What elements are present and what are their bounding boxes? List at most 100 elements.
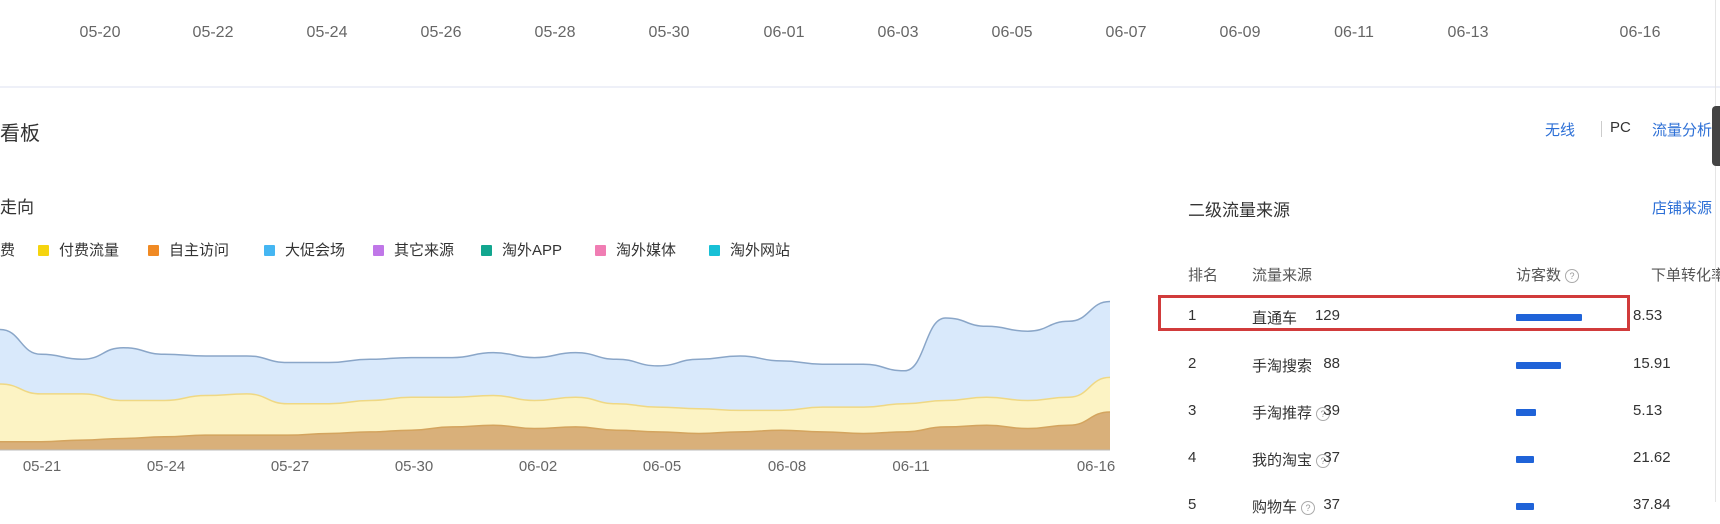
top-axis-tick: 05-26 xyxy=(420,24,462,41)
row-rank: 4 xyxy=(1188,449,1197,466)
legend-item[interactable]: 其它来源 xyxy=(373,239,454,260)
legend-swatch xyxy=(148,245,159,256)
shop-source-link[interactable]: 店铺来源 xyxy=(1652,200,1713,217)
area-series-自主访问 xyxy=(0,412,1110,450)
help-icon[interactable]: ? xyxy=(1565,269,1580,283)
row-visitors: 37 xyxy=(1323,496,1340,513)
visitor-bar xyxy=(1516,503,1535,510)
legend-label: 淘外网站 xyxy=(730,242,791,259)
top-axis-tick: 06-13 xyxy=(1447,24,1489,41)
toggle-pc[interactable]: PC xyxy=(1610,119,1631,136)
row-visitors: 129 xyxy=(1314,307,1340,324)
row-source: 直通车 xyxy=(1252,310,1298,327)
bottom-axis-tick: 06-16 xyxy=(1076,458,1116,475)
row-conversion-rate: 15.91 xyxy=(1633,355,1671,372)
column-rate: 下单转化率 xyxy=(1651,267,1720,284)
legend-swatch xyxy=(481,245,492,256)
secondary-source-title: 二级流量来源 xyxy=(1188,201,1290,220)
legend-item[interactable]: 淘外网站 xyxy=(709,239,790,260)
series-line-付费流量 xyxy=(0,376,1110,412)
top-axis-tick: 05-30 xyxy=(648,24,690,41)
row-conversion-rate: 5.13 xyxy=(1633,402,1663,419)
column-visitors-label: 访客数 xyxy=(1516,267,1562,284)
row-rank: 5 xyxy=(1188,496,1197,513)
visitor-bar xyxy=(1516,409,1536,416)
row-visitors: 37 xyxy=(1323,449,1340,466)
legend-item[interactable]: 淘外APP xyxy=(481,239,562,260)
bottom-axis-tick: 06-11 xyxy=(892,458,930,475)
top-axis-tick: 05-20 xyxy=(79,24,121,41)
top-axis-tick: 06-01 xyxy=(763,24,805,41)
table-row[interactable]: 4 我的淘宝? 37 21.62 xyxy=(1160,437,1720,477)
row-visitors: 39 xyxy=(1323,402,1340,419)
legend-label: 费 xyxy=(0,242,16,259)
flow-analysis-link[interactable]: 流量分析 xyxy=(1652,122,1713,139)
help-icon[interactable]: ? xyxy=(1301,501,1316,515)
top-axis-tick: 06-09 xyxy=(1219,24,1261,41)
top-axis-tick: 05-28 xyxy=(534,24,576,41)
legend-label: 付费流量 xyxy=(59,242,120,259)
toggle-wireless[interactable]: 无线 xyxy=(1545,122,1576,139)
bottom-axis-tick: 06-02 xyxy=(518,458,558,475)
bottom-axis-tick: 06-05 xyxy=(642,458,682,475)
bottom-axis-tick: 05-24 xyxy=(146,458,186,475)
row-source: 购物车? xyxy=(1252,496,1316,517)
top-date-axis: 05-20 05-22 05-24 05-26 05-28 05-30 06-01 06-03… xyxy=(0,0,1720,88)
column-rank: 排名 xyxy=(1188,267,1219,284)
legend-item[interactable]: 费 xyxy=(0,239,15,260)
top-axis-tick: 06-03 xyxy=(877,24,919,41)
bottom-axis-tick: 06-08 xyxy=(767,458,807,475)
row-source: 我的淘宝? xyxy=(1252,449,1331,470)
legend-item[interactable]: 付费流量 xyxy=(38,239,119,260)
row-conversion-rate: 37.84 xyxy=(1633,496,1671,513)
scrollbar-track xyxy=(1715,0,1716,502)
table-row[interactable]: 3 手淘推荐? 39 5.13 xyxy=(1160,390,1720,430)
top-axis-tick: 06-05 xyxy=(991,24,1033,41)
board-title: 看板 xyxy=(0,123,40,145)
row-source: 手淘搜索 xyxy=(1252,358,1313,375)
legend-swatch xyxy=(373,245,384,256)
bottom-axis-tick: 05-30 xyxy=(394,458,434,475)
bottom-axis-tick: 05-21 xyxy=(22,458,62,475)
row-rank: 1 xyxy=(1188,307,1197,324)
visitor-bar xyxy=(1516,456,1535,463)
table-row[interactable]: 2 手淘搜索 88 15.91 xyxy=(1160,343,1720,383)
row-conversion-rate: 21.62 xyxy=(1633,449,1671,466)
column-source: 流量来源 xyxy=(1252,267,1313,284)
table-row[interactable]: 5 购物车? 37 37.84 xyxy=(1160,484,1720,524)
legend-label: 其它来源 xyxy=(394,242,455,259)
highlight-box xyxy=(1158,295,1630,331)
visitor-bar xyxy=(1516,314,1582,321)
help-icon[interactable]: ? xyxy=(1316,454,1331,468)
legend-swatch xyxy=(709,245,720,256)
trend-subtitle: 走向 xyxy=(0,198,34,217)
legend-label: 淘外APP xyxy=(502,242,563,259)
legend-item[interactable]: 自主访问 xyxy=(148,239,229,260)
series-line-自主访问 xyxy=(0,411,1110,443)
scrollbar-handle[interactable] xyxy=(1712,106,1720,166)
traffic-area-chart xyxy=(0,300,1110,451)
visitor-bar xyxy=(1516,362,1561,369)
row-conversion-rate: 8.53 xyxy=(1633,307,1663,324)
legend-label: 淘外媒体 xyxy=(616,242,677,259)
top-axis-tick: 05-24 xyxy=(306,24,348,41)
table-row[interactable]: 1 直通车 129 8.53 xyxy=(1160,295,1720,335)
row-rank: 2 xyxy=(1188,355,1197,372)
row-source: 手淘推荐? xyxy=(1252,402,1331,423)
legend-swatch xyxy=(264,245,275,256)
bottom-axis-tick: 05-27 xyxy=(270,458,310,475)
legend-swatch xyxy=(595,245,606,256)
legend-label: 大促会场 xyxy=(285,242,346,259)
toggle-divider xyxy=(1601,121,1602,137)
top-axis-tick: 06-16 xyxy=(1619,24,1661,41)
row-visitors: 88 xyxy=(1323,355,1340,372)
help-icon[interactable]: ? xyxy=(1316,407,1331,421)
row-rank: 3 xyxy=(1188,402,1197,419)
series-line-大促会场 xyxy=(0,300,1110,372)
legend-item[interactable]: 淘外媒体 xyxy=(595,239,676,260)
legend-item[interactable]: 大促会场 xyxy=(264,239,345,260)
column-visitors: 访客数? xyxy=(1516,264,1580,285)
top-axis-tick: 05-22 xyxy=(192,24,234,41)
top-axis-tick: 06-07 xyxy=(1105,24,1147,41)
top-axis-tick: 06-11 xyxy=(1334,24,1374,41)
